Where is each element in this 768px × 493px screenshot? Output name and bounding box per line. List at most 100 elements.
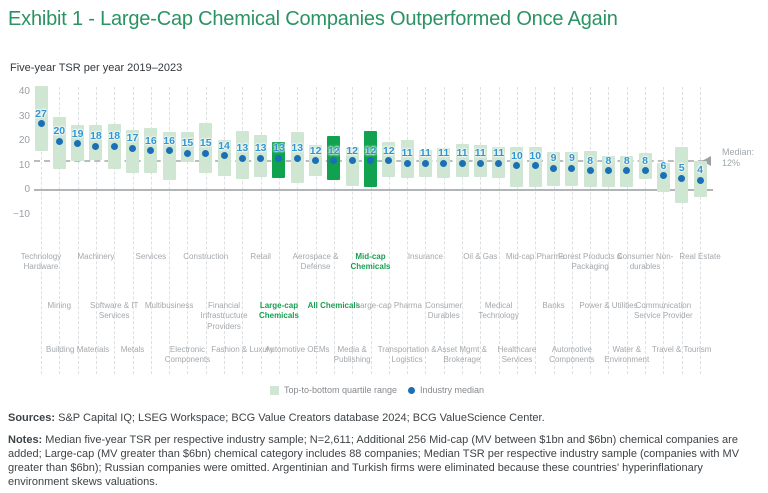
grid-column-line — [315, 87, 317, 374]
median-dot — [476, 159, 484, 167]
median-dot — [659, 172, 667, 180]
grid-column-line — [41, 87, 42, 374]
category-label: Power & Utilities — [579, 301, 638, 310]
category-label: Technology Hardware — [20, 252, 62, 272]
median-dot — [293, 154, 301, 162]
category-label: Water & Environment — [604, 345, 650, 365]
median-dot — [696, 176, 704, 184]
value-label: 10 — [529, 149, 542, 162]
median-label-value: 12% — [722, 157, 741, 168]
grid-column-line — [333, 87, 335, 374]
value-label: 13 — [291, 142, 304, 155]
grid-column-line — [681, 87, 683, 374]
median-dot — [367, 157, 374, 165]
grid-column-line — [242, 87, 244, 374]
median-dot — [147, 147, 155, 155]
category-label: Building Materials — [46, 345, 110, 354]
value-label: 11 — [456, 147, 468, 160]
value-label: 10 — [511, 149, 523, 162]
category-label: Mid-cap Chemicals — [350, 252, 391, 272]
category-label: Insurance — [407, 252, 443, 261]
value-label: 14 — [218, 139, 230, 152]
value-label: 12 — [364, 144, 377, 157]
median-dot — [421, 159, 429, 167]
y-axis-tick-label: 40 — [18, 85, 30, 97]
y-axis-tick-label: −10 — [13, 208, 30, 220]
median-dot — [92, 142, 100, 150]
category-label: Forest Products & Packaging — [558, 252, 623, 272]
category-label: Mid-cap Pharma — [505, 252, 565, 261]
category-label: Mining — [47, 301, 72, 310]
grid-column-line — [370, 87, 372, 374]
median-dot — [623, 167, 631, 175]
sources-label: Sources: — [8, 412, 56, 424]
grid-column-line — [59, 87, 61, 374]
legend-quartile-label: Top-to-bottom quartile range — [284, 385, 398, 395]
y-axis-tick-label: 20 — [18, 135, 30, 147]
quartile-bar — [162, 132, 176, 181]
median-dot — [55, 137, 63, 145]
median-dot — [440, 159, 448, 167]
grid-column-line — [132, 87, 134, 374]
median-dot — [74, 140, 82, 148]
value-label: 11 — [401, 147, 413, 160]
median-dot — [348, 157, 356, 165]
quartile-bar — [89, 125, 103, 160]
category-label: Metals — [120, 345, 145, 354]
category-label: Financial Infrastructure Providers — [200, 301, 248, 331]
value-label: 19 — [71, 127, 84, 140]
median-dot — [202, 149, 210, 157]
y-axis-tick-label: 0 — [24, 184, 30, 196]
value-label: 13 — [273, 142, 285, 155]
grid-column-line — [187, 87, 189, 374]
median-dot — [220, 152, 228, 160]
category-label: Electronic Components — [164, 345, 211, 365]
zero-axis-line — [34, 189, 713, 191]
quartile-range-swatch-icon — [270, 386, 279, 395]
grid-column-line — [516, 87, 518, 374]
median-dot — [586, 167, 594, 175]
category-label: Fashion & Luxury — [211, 345, 274, 354]
value-label: 15 — [181, 137, 194, 150]
grid-column-line — [443, 87, 445, 374]
value-label: 15 — [199, 137, 212, 150]
value-label: 11 — [419, 147, 431, 160]
median-dot — [403, 159, 411, 167]
grid-column-line — [480, 87, 482, 374]
median-dot — [275, 154, 283, 162]
quartile-bar — [34, 85, 48, 151]
grid-column-line — [553, 87, 555, 374]
category-label: Retail — [250, 252, 271, 261]
category-label: Medical Technology — [478, 301, 519, 321]
median-dot — [641, 167, 649, 175]
value-label: 17 — [126, 132, 139, 145]
grid-column-line — [608, 87, 610, 374]
quartile-bar — [400, 139, 414, 178]
median-dot — [257, 154, 265, 162]
value-label: 4 — [697, 164, 703, 177]
chart-legend: Top-to-bottom quartile range Industry me… — [0, 383, 768, 397]
category-label: Multibusiness — [144, 301, 194, 310]
grid-column-line — [260, 87, 262, 374]
category-label: Software & IT Services — [89, 301, 139, 321]
category-label: Travel & Tourism — [651, 345, 712, 354]
value-label: 18 — [90, 130, 102, 143]
grid-column-line — [352, 87, 354, 374]
category-label: Real Estate — [679, 252, 721, 261]
category-label: Large-cap Chemicals — [258, 301, 299, 321]
value-label: 8 — [623, 154, 630, 167]
category-label: Automotive Components — [549, 345, 595, 365]
value-label: 12 — [346, 144, 359, 157]
median-dot — [330, 157, 338, 165]
chart-subtitle: Five-year TSR per year 2019–2023 — [10, 62, 183, 74]
category-label: Construction — [183, 252, 229, 261]
value-label: 11 — [474, 147, 486, 160]
category-label: Consumer Non-durables — [616, 252, 674, 272]
median-dot — [458, 159, 466, 167]
median-dot — [165, 147, 173, 155]
category-label: Services — [135, 252, 167, 261]
value-label: 16 — [144, 134, 157, 147]
notes-text: Median five-year TSR per respective indu… — [8, 434, 740, 488]
